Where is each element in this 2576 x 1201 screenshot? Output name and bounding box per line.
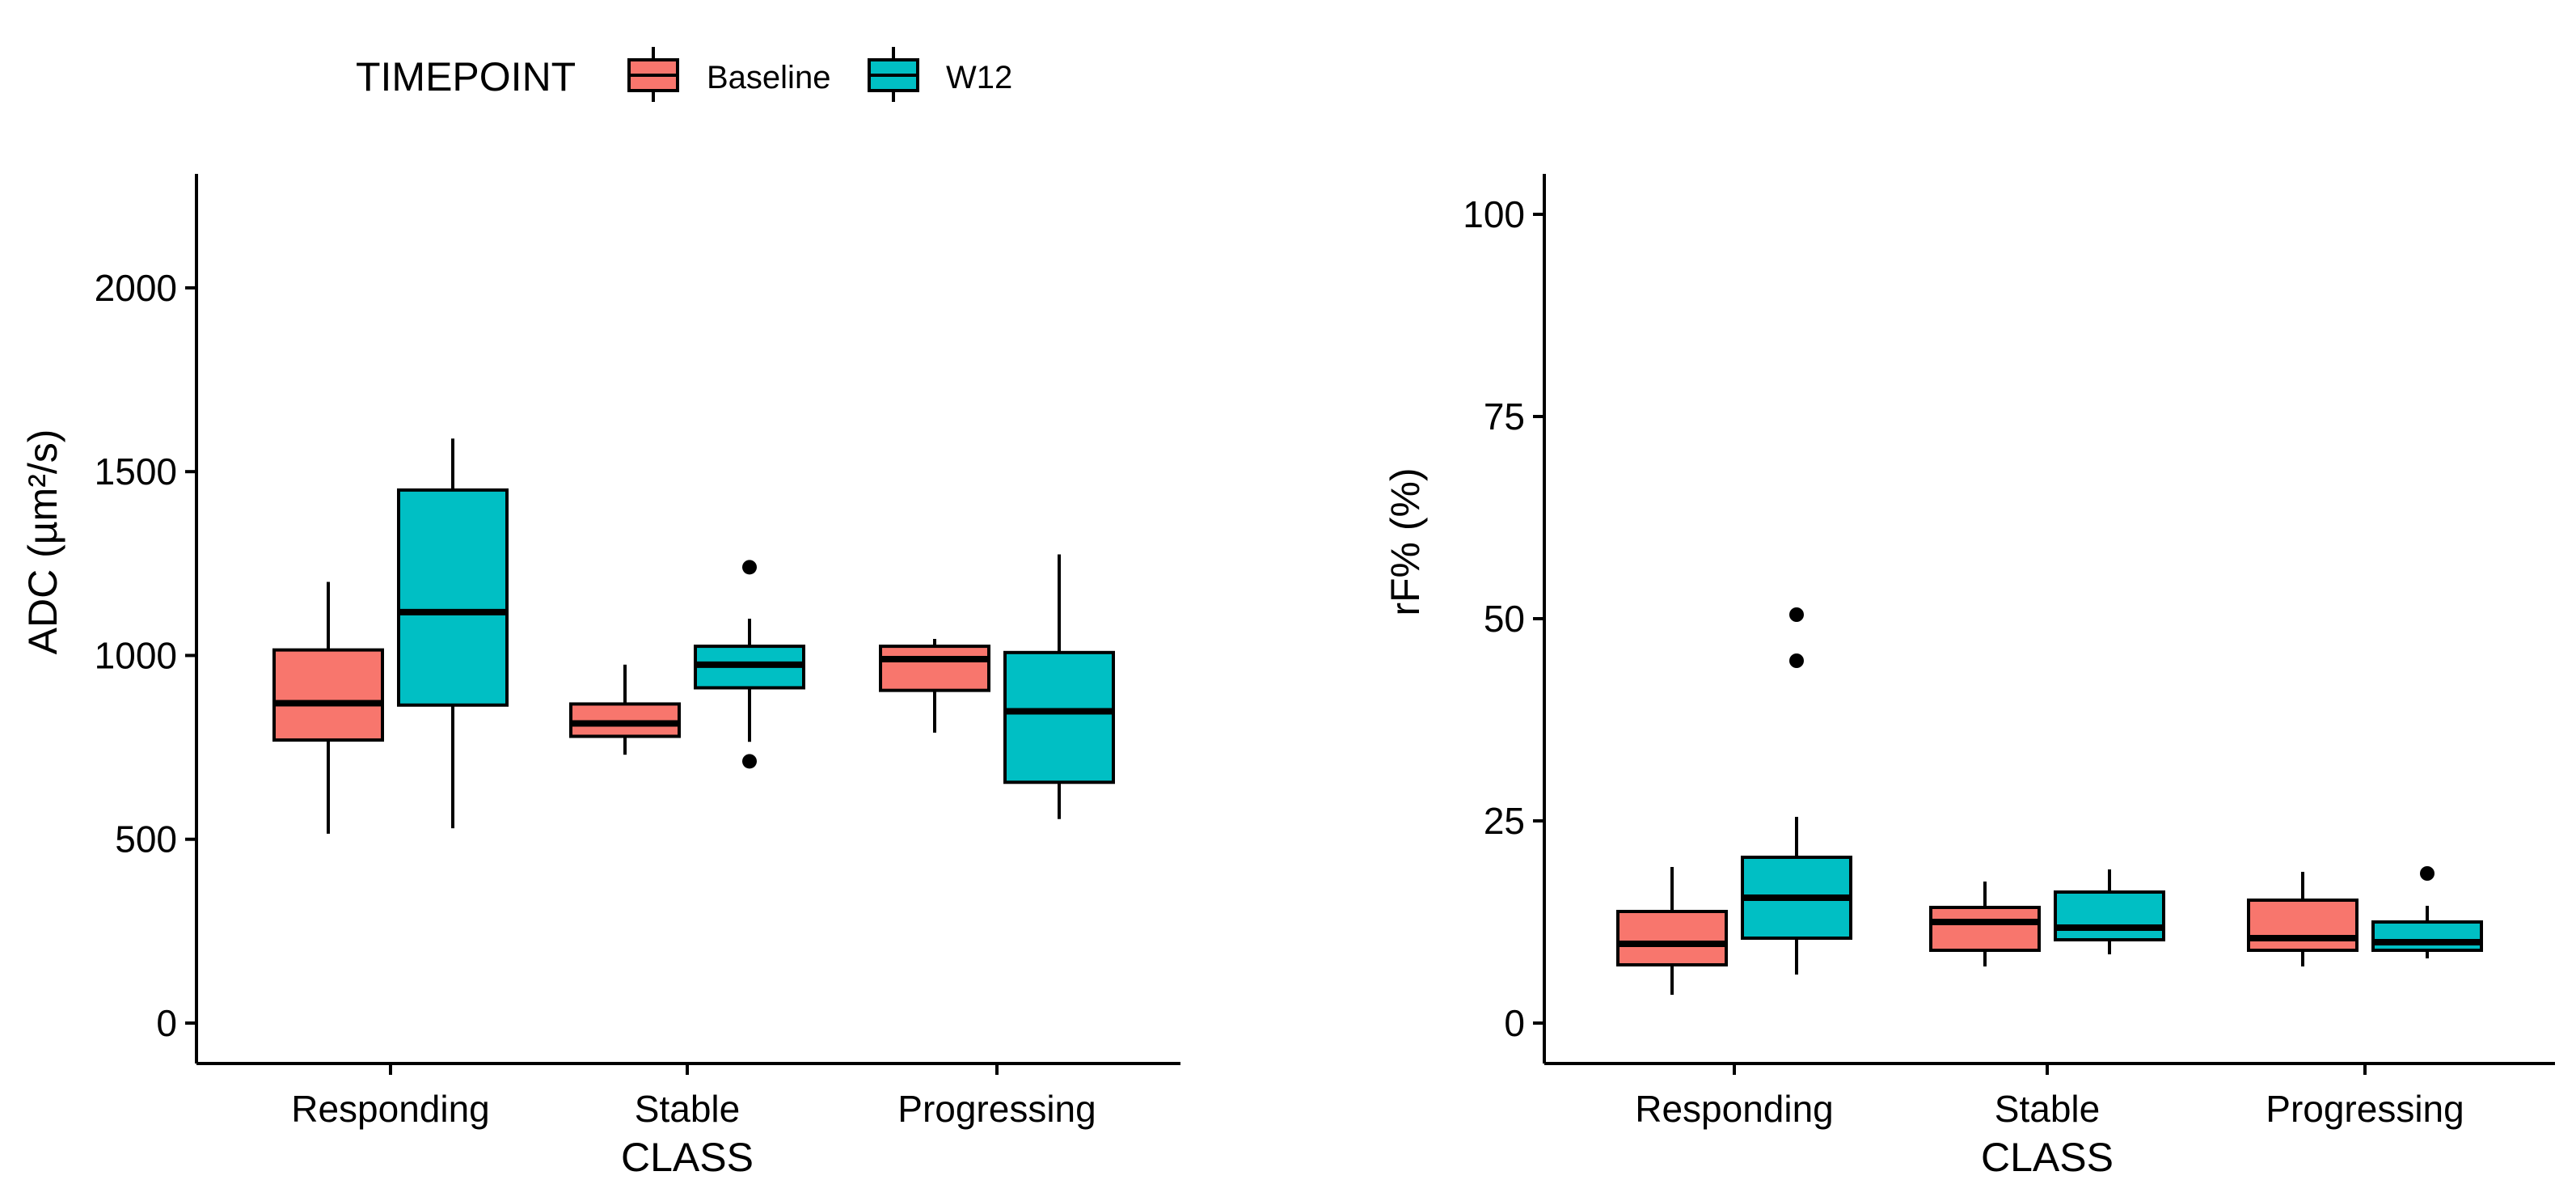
adc-y-tick-label: 500 bbox=[115, 818, 177, 861]
rf-y-axis-title: rF% (%) bbox=[1383, 467, 1428, 615]
rf-y-tick-label: 75 bbox=[1484, 395, 1525, 438]
rf-x-axis-title: CLASS bbox=[1981, 1135, 2114, 1180]
rf-x-tick-label: Responding bbox=[1635, 1088, 1834, 1130]
adc-box-responding-baseline bbox=[272, 581, 384, 834]
iqr-box bbox=[2371, 920, 2483, 952]
rf-box-progressing-baseline bbox=[2247, 872, 2359, 966]
rf-y-tick-label: 0 bbox=[1504, 1002, 1525, 1044]
iqr-box bbox=[879, 645, 990, 692]
rf-y-tick-label: 100 bbox=[1463, 193, 1525, 235]
rf-box-responding-baseline bbox=[1616, 867, 1728, 995]
iqr-box bbox=[2054, 890, 2165, 941]
rf-x-tick-label: Progressing bbox=[2266, 1088, 2464, 1130]
adc-x-tick-label: Responding bbox=[291, 1088, 490, 1130]
adc-box-progressing-w12 bbox=[1003, 554, 1115, 819]
legend-key-baseline bbox=[627, 47, 679, 102]
adc-box-progressing-baseline bbox=[879, 639, 990, 733]
iqr-box bbox=[1616, 910, 1728, 966]
rf-panel: rF% (%) CLASS 0 25 50 75 100 Responding Stable… bbox=[1383, 174, 2555, 1180]
rf-box-responding-w12 bbox=[1741, 607, 1852, 975]
rf-y-tick-label: 25 bbox=[1484, 800, 1525, 842]
legend: TIMEPOINT Baseline W12 bbox=[356, 47, 1012, 102]
outlier-point bbox=[2420, 866, 2435, 881]
rf-x-tick-label: Stable bbox=[1995, 1088, 2100, 1130]
iqr-box bbox=[272, 648, 384, 742]
adc-x-tick-label: Progressing bbox=[897, 1088, 1096, 1130]
legend-title: TIMEPOINT bbox=[356, 54, 576, 99]
iqr-box bbox=[397, 488, 509, 707]
adc-y-tick-label: 1000 bbox=[95, 634, 177, 676]
adc-box-responding-w12 bbox=[397, 438, 509, 829]
legend-label-w12: W12 bbox=[946, 60, 1012, 95]
adc-box-stable-baseline bbox=[569, 664, 681, 755]
adc-x-tick-label: Stable bbox=[635, 1088, 740, 1130]
iqr-box bbox=[1929, 906, 2041, 952]
iqr-box bbox=[569, 702, 681, 738]
rf-y-tick-label: 50 bbox=[1484, 598, 1525, 640]
rf-box-stable-w12 bbox=[2054, 869, 2165, 954]
outlier-point bbox=[742, 560, 757, 575]
legend-key-w12 bbox=[868, 47, 919, 102]
adc-y-tick-label: 0 bbox=[156, 1002, 177, 1044]
iqr-box bbox=[1003, 650, 1115, 784]
outlier-point bbox=[742, 754, 757, 769]
adc-panel: ADC (µm²/s) CLASS 0 500 1000 1500 2000 Respon… bbox=[20, 174, 1180, 1180]
adc-x-axis-title: CLASS bbox=[621, 1135, 754, 1180]
outlier-point bbox=[1789, 607, 1804, 622]
iqr-box bbox=[2247, 899, 2359, 952]
outlier-point bbox=[1789, 653, 1804, 668]
adc-box-stable-w12 bbox=[694, 560, 805, 769]
rf-box-progressing-w12 bbox=[2371, 866, 2483, 958]
legend-label-baseline: Baseline bbox=[707, 60, 830, 95]
adc-y-tick-label: 1500 bbox=[95, 450, 177, 493]
rf-box-stable-baseline bbox=[1929, 882, 2041, 966]
adc-y-tick-label: 2000 bbox=[95, 267, 177, 309]
adc-y-axis-title: ADC (µm²/s) bbox=[20, 429, 65, 655]
